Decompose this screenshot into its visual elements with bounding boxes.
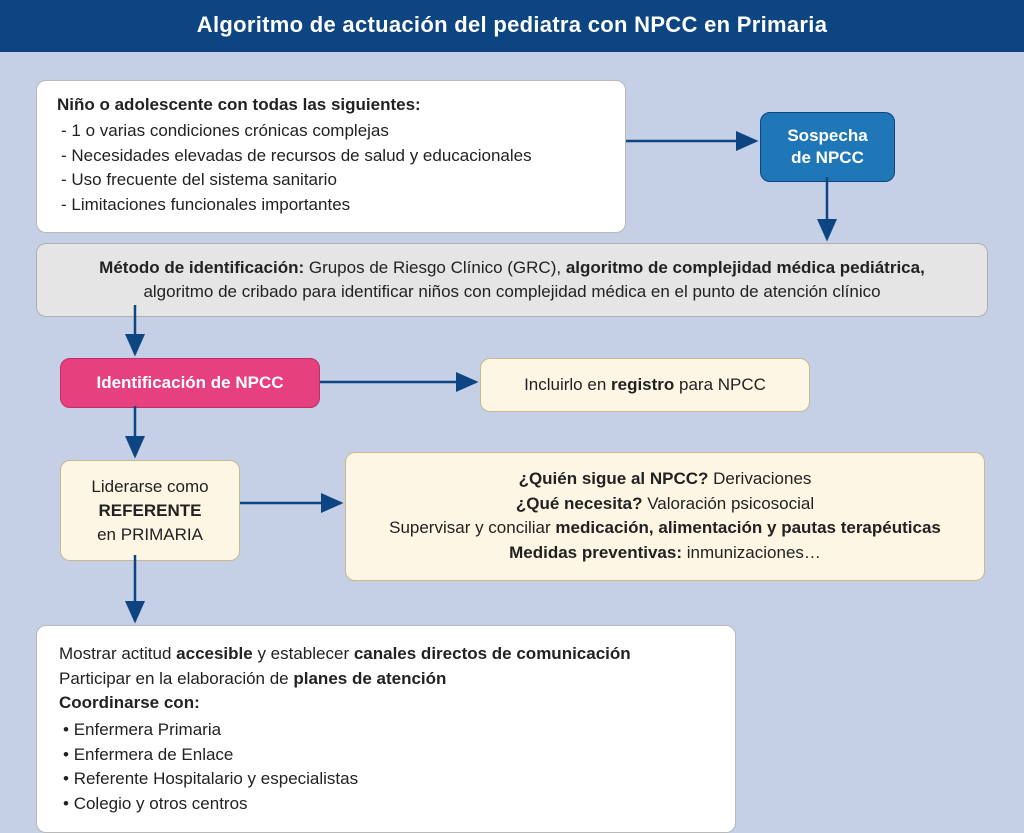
quien-line: ¿Quién sigue al NPCC? Derivaciones: [364, 467, 966, 492]
referente-box: Liderarse como REFERENTE en PRIMARIA: [60, 460, 240, 561]
final-item: Enfermera Primaria: [63, 718, 713, 743]
metodo-box: Método de identificación: Grupos de Ries…: [36, 243, 988, 317]
final-item: Referente Hospitalario y especialistas: [63, 767, 713, 792]
identificacion-label: Identificación de NPCC: [96, 373, 283, 392]
registro-box: Incluirlo en registro para NPCC: [480, 358, 810, 412]
final-line: Participar en la elaboración de planes d…: [59, 667, 713, 692]
criteria-box: Niño o adolescente con todas las siguien…: [36, 80, 626, 233]
sospecha-box: Sospecha de NPCC: [760, 112, 895, 182]
metodo-text: Método de identificación: Grupos de Ries…: [99, 258, 925, 301]
final-list: Enfermera Primaria Enfermera de Enlace R…: [59, 718, 713, 817]
quien-line: Medidas preventivas: inmunizaciones…: [364, 541, 966, 566]
quien-line: Supervisar y conciliar medicación, alime…: [364, 516, 966, 541]
criteria-item: 1 o varias condiciones crónicas compleja…: [61, 119, 605, 144]
criteria-item: Necesidades elevadas de recursos de salu…: [61, 144, 605, 169]
page-title: Algoritmo de actuación del pediatra con …: [0, 0, 1024, 52]
referente-line: REFERENTE: [71, 499, 229, 523]
criteria-list: 1 o varias condiciones crónicas compleja…: [57, 119, 605, 218]
sospecha-line: de NPCC: [771, 147, 884, 169]
final-line: Mostrar actitud accesible y establecer c…: [59, 642, 713, 667]
criteria-title: Niño o adolescente con todas las siguien…: [57, 95, 605, 115]
final-line: Coordinarse con:: [59, 691, 713, 716]
referente-line: en PRIMARIA: [71, 523, 229, 547]
identificacion-box: Identificación de NPCC: [60, 358, 320, 408]
quien-line: ¿Qué necesita? Valoración psicosocial: [364, 492, 966, 517]
referente-line: Liderarse como: [71, 475, 229, 499]
criteria-item: Limitaciones funcionales importantes: [61, 193, 605, 218]
quien-box: ¿Quién sigue al NPCC? Derivaciones ¿Qué …: [345, 452, 985, 581]
criteria-item: Uso frecuente del sistema sanitario: [61, 168, 605, 193]
final-box: Mostrar actitud accesible y establecer c…: [36, 625, 736, 833]
final-item: Colegio y otros centros: [63, 792, 713, 817]
sospecha-line: Sospecha: [771, 125, 884, 147]
final-item: Enfermera de Enlace: [63, 743, 713, 768]
registro-text: Incluirlo en registro para NPCC: [524, 375, 766, 394]
